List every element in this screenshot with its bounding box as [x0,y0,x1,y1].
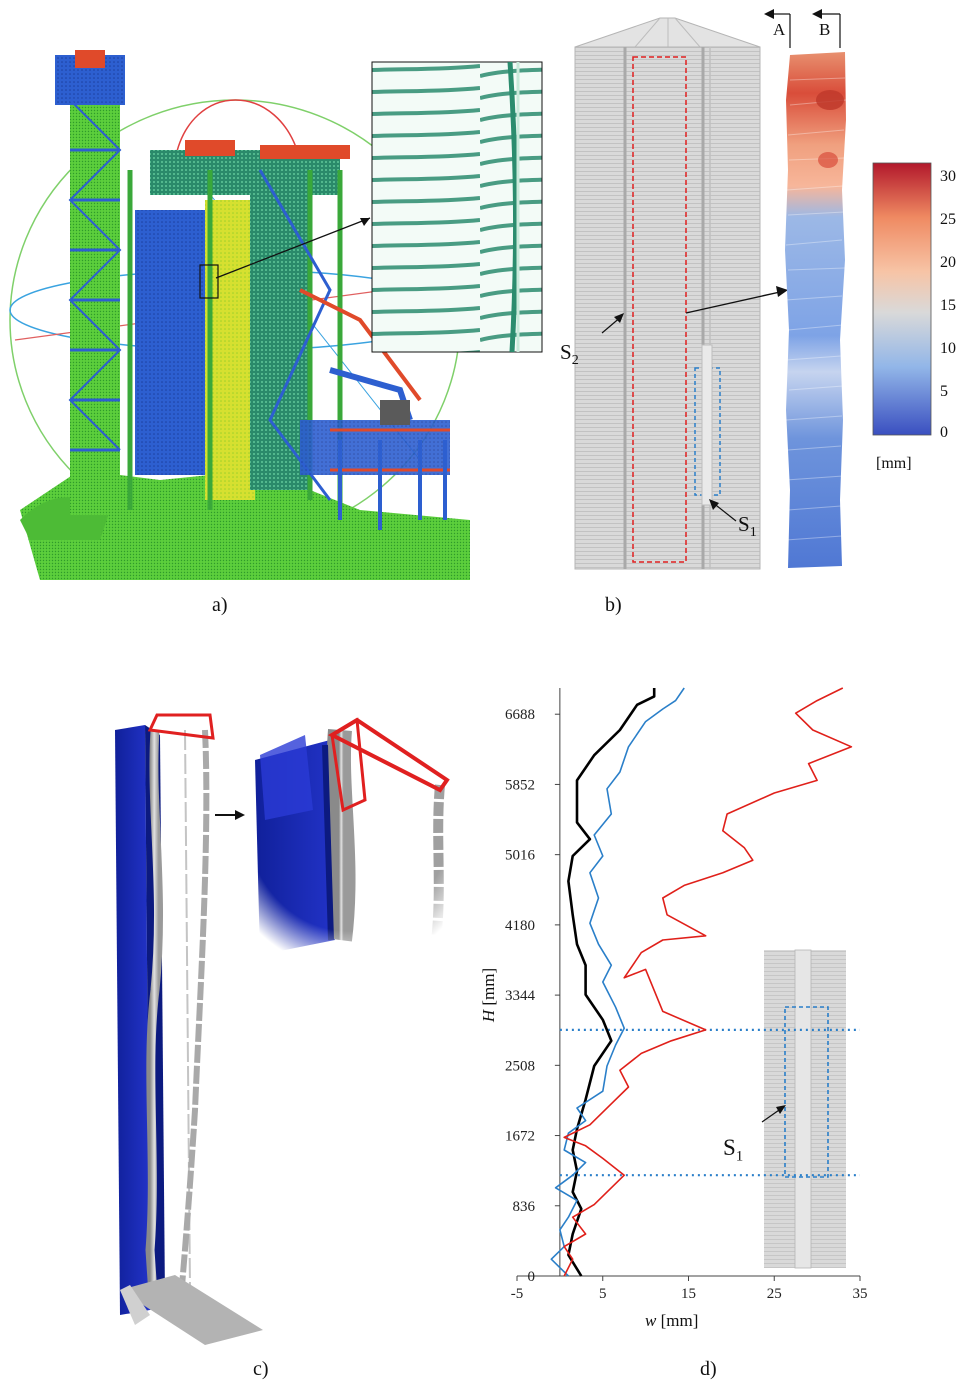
x-axis-label: w [mm] [645,1311,699,1330]
panel-c-3d-render [95,690,475,1350]
panel-b-deformation-map: A B S2 S1 30 25 20 15 10 5 0 [mm] [540,0,961,600]
series-line-1 [550,687,685,1277]
y-tick-label: 836 [513,1199,536,1215]
series-line-0 [567,688,656,1277]
y-tick-label: 5852 [505,777,535,793]
colorbar-tick: 5 [940,383,948,400]
colorbar-tick: 0 [940,424,948,441]
series-line-2 [563,687,853,1277]
caption-a: a) [212,594,228,616]
y-tick-label: 5016 [505,848,536,864]
y-tick-label: 0 [528,1269,536,1285]
section-label-a: A [773,20,786,39]
wh-chart: -5 5 15 25 35 0 836 1672 2508 3344 4180 5016 5852 668… [505,687,868,1302]
colorbar-tick: 25 [940,211,956,228]
caption-d: d) [700,1358,717,1380]
caption-c: c) [253,1358,269,1380]
y-axis-label: H [mm] [479,967,499,1023]
colorbar-tick: 30 [940,168,956,185]
y-tick-label: 2508 [505,1058,535,1074]
colorbar-tick: 20 [940,254,956,271]
y-tick-label: 1672 [505,1129,535,1145]
section-label-b: B [819,20,831,39]
x-tick-label: -5 [511,1286,524,1302]
colorbar-tick: 15 [940,297,956,314]
s2-label: S2 [560,340,579,369]
colorbar-tick: 10 [940,340,956,357]
d-s1-label: S1 [723,1135,744,1165]
y-tick-label: 6688 [505,707,535,723]
point-cloud-figure [9,50,543,580]
s1-inset-image [761,949,846,1269]
panel-d-chart: -5 5 15 25 35 0 836 1672 2508 3344 4180 5016 5852 668… [470,680,961,1350]
caption-b: b) [605,594,622,616]
s1-label: S1 [738,512,757,541]
x-tick-label: 35 [853,1286,868,1302]
zoom-inset [245,710,475,970]
colorbar-unit: [mm] [876,455,912,472]
y-tick-label: 3344 [505,988,536,1004]
x-tick-label: 25 [767,1286,782,1302]
panel-a-point-cloud [0,40,545,600]
wall-render-figure [115,710,475,1345]
x-tick-label: 5 [599,1286,607,1302]
silo-model-figure [574,9,932,570]
x-tick-label: 15 [681,1286,696,1302]
y-tick-label: 4180 [505,918,535,934]
